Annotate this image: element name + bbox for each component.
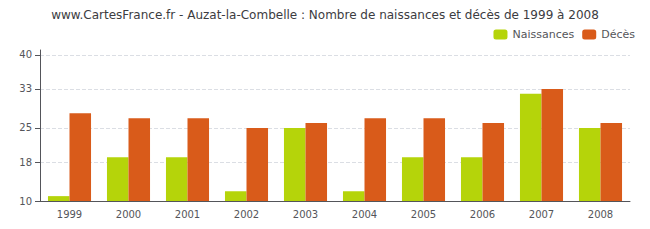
svg-text:Décès: Décès [601, 28, 635, 41]
svg-text:2003: 2003 [293, 209, 318, 220]
svg-text:2007: 2007 [529, 209, 554, 220]
svg-text:Naissances: Naissances [512, 28, 574, 41]
svg-text:2004: 2004 [352, 209, 377, 220]
svg-text:2006: 2006 [470, 209, 495, 220]
svg-text:2008: 2008 [588, 209, 613, 220]
svg-text:1999: 1999 [57, 209, 82, 220]
svg-text:33: 33 [19, 83, 32, 94]
svg-text:25: 25 [19, 122, 32, 133]
svg-text:2001: 2001 [175, 209, 200, 220]
svg-text:www.CartesFrance.fr - Auzat-la: www.CartesFrance.fr - Auzat-la-Combelle … [51, 8, 599, 22]
svg-text:40: 40 [19, 49, 32, 60]
svg-text:18: 18 [19, 157, 32, 168]
svg-text:10: 10 [19, 196, 32, 207]
svg-text:2005: 2005 [411, 209, 436, 220]
svg-text:2002: 2002 [234, 209, 259, 220]
svg-text:2000: 2000 [116, 209, 141, 220]
